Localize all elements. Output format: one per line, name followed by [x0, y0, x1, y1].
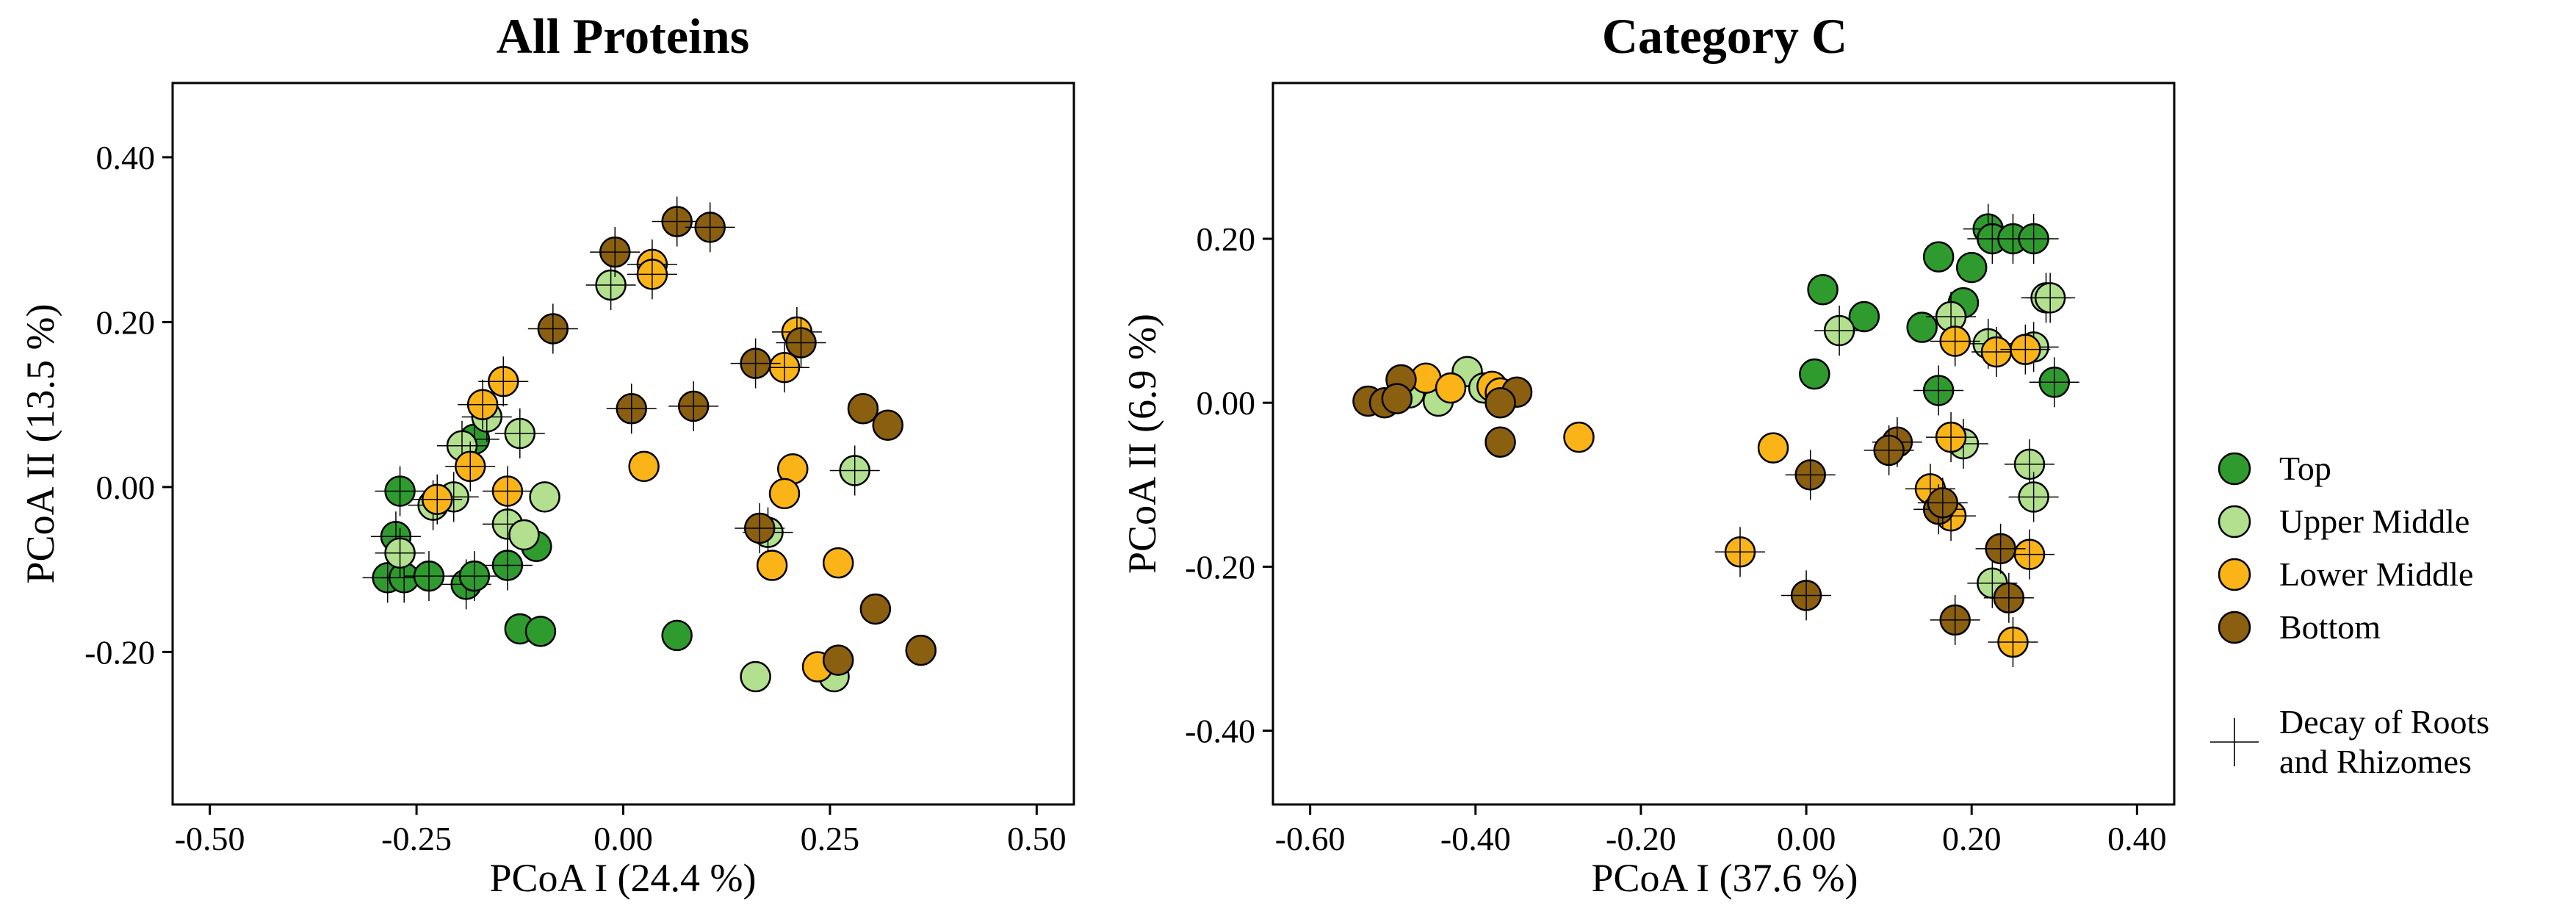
chart-panel-all-proteins: All Proteins -0.50 -0.25 0.00 0.25 0.50 -0.20…	[18, 8, 1075, 900]
x-tick-label: 0.50	[1007, 820, 1067, 857]
axes-layer: -0.50 -0.25 0.00 0.25 0.50 -0.20 0.00 0.20 0.40	[84, 139, 1066, 857]
point-top	[524, 616, 557, 647]
x-tick-label: 0.00	[1777, 820, 1836, 857]
point-lower-middle	[1757, 432, 1789, 464]
point-lower-middle	[822, 547, 854, 579]
point-bottom	[872, 409, 903, 441]
y-tick-label: 0.20	[96, 303, 156, 341]
point-top	[1799, 358, 1830, 390]
y-tick-label: 0.00	[1197, 384, 1256, 422]
point-bottom	[847, 393, 879, 425]
x-tick-label: -0.20	[1606, 820, 1676, 857]
y-tick-label: -0.20	[1185, 548, 1255, 586]
point-upper-middle	[529, 481, 560, 513]
point-bottom	[822, 644, 854, 676]
x-tick-label: 0.00	[594, 820, 653, 857]
point-lower-middle	[768, 478, 801, 510]
point-upper-middle	[740, 660, 771, 693]
x-tick-label: -0.25	[381, 820, 452, 857]
point-top	[1807, 273, 1839, 306]
point-bottom	[905, 634, 937, 666]
point-top	[661, 619, 693, 652]
x-tick-label: 0.20	[1942, 820, 2002, 857]
x-axis-title: PCoA I (24.4 %)	[490, 856, 757, 900]
point-lower-middle	[1563, 421, 1595, 453]
points-layer	[362, 196, 937, 693]
legend-swatch	[2218, 452, 2251, 486]
legend: Top Upper Middle Lower Middle Bottom Dec…	[2210, 450, 2489, 780]
legend-swatch	[2218, 558, 2251, 591]
points-layer	[1352, 204, 2079, 668]
legend-item-top: Top	[2218, 450, 2331, 487]
point-bottom	[1484, 386, 1516, 419]
legend-label-line-2: and Rhizomes	[2279, 743, 2472, 780]
point-bottom	[859, 593, 892, 625]
plot-frame	[171, 82, 1075, 806]
legend-swatch	[2218, 611, 2251, 644]
point-bottom	[1484, 426, 1516, 458]
x-tick-label: 0.40	[2107, 820, 2167, 857]
legend-item-upper-middle: Upper Middle	[2218, 503, 2469, 540]
chart-title: Category C	[1602, 8, 1847, 64]
legend-label: Top	[2279, 450, 2331, 487]
legend-item-lower-middle: Lower Middle	[2218, 555, 2473, 593]
y-axis-title: PCoA II (6.9 %)	[1120, 314, 1164, 574]
plot-frame	[1271, 82, 2176, 806]
point-lower-middle	[756, 550, 788, 581]
x-tick-label: -0.40	[1440, 820, 1511, 857]
point-top	[1848, 300, 1880, 333]
axes-layer: -0.60 -0.40 -0.20 0.00 0.20 0.40 -0.40 -0.20 0.0…	[1185, 220, 2166, 857]
point-bottom	[1381, 383, 1413, 414]
x-tick-label: 0.25	[801, 820, 860, 857]
point-top	[1922, 241, 1955, 273]
y-tick-label: 0.20	[1197, 220, 1256, 258]
legend-item-decay: Decay of Roots and Rhizomes	[2210, 703, 2489, 780]
y-tick-label: 0.40	[96, 139, 156, 176]
legend-item-bottom: Bottom	[2218, 608, 2381, 646]
point-top	[1906, 312, 1938, 343]
point-lower-middle	[1435, 372, 1467, 404]
x-tick-label: -0.60	[1275, 820, 1346, 857]
y-axis-title: PCoA II (13.5 %)	[18, 304, 62, 584]
x-tick-label: -0.50	[175, 820, 245, 857]
chart-title: All Proteins	[497, 8, 749, 64]
legend-label: Upper Middle	[2279, 503, 2469, 540]
y-tick-label: -0.20	[84, 633, 155, 671]
legend-swatch	[2218, 505, 2251, 539]
point-top	[1955, 251, 1988, 284]
legend-label: Bottom	[2279, 608, 2381, 646]
legend-label: Lower Middle	[2279, 555, 2473, 593]
point-upper-middle	[508, 519, 540, 551]
legend-label-line-1: Decay of Roots	[2279, 703, 2489, 741]
x-axis-title: PCoA I (37.6 %)	[1592, 856, 1858, 900]
point-lower-middle	[628, 450, 660, 483]
y-tick-label: -0.40	[1185, 713, 1255, 750]
chart-panel-category-c: Category C -0.60 -0.40 -0.20 0.00 0.20 0.40-0…	[1120, 8, 2176, 900]
cross-icon	[2210, 718, 2259, 766]
y-tick-label: 0.00	[96, 469, 156, 506]
